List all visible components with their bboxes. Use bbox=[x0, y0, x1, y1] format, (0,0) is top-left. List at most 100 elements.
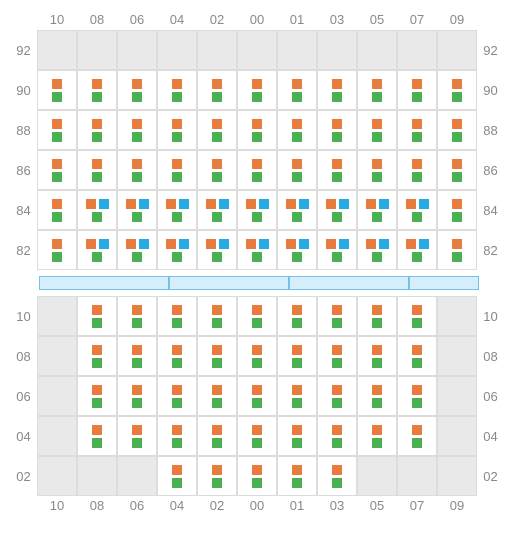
orange-marker bbox=[132, 345, 142, 355]
green-marker bbox=[52, 212, 62, 222]
grid-cell bbox=[117, 30, 157, 70]
grid-cell bbox=[357, 190, 397, 230]
grid-cell bbox=[437, 296, 477, 336]
grid-cell bbox=[397, 70, 437, 110]
grid-cell bbox=[197, 336, 237, 376]
orange-marker bbox=[212, 119, 222, 129]
orange-marker bbox=[332, 345, 342, 355]
green-marker bbox=[212, 172, 222, 182]
orange-marker bbox=[126, 239, 136, 249]
green-marker bbox=[132, 358, 142, 368]
green-marker bbox=[372, 212, 382, 222]
orange-marker bbox=[132, 305, 142, 315]
orange-marker bbox=[252, 79, 262, 89]
grid-cell bbox=[117, 190, 157, 230]
orange-marker bbox=[52, 119, 62, 129]
green-marker bbox=[332, 438, 342, 448]
blue-marker bbox=[379, 199, 389, 209]
grid-cell bbox=[117, 376, 157, 416]
orange-marker bbox=[86, 199, 96, 209]
grid-cell bbox=[317, 190, 357, 230]
grid-cell bbox=[37, 296, 77, 336]
green-marker bbox=[452, 252, 462, 262]
orange-marker bbox=[326, 239, 336, 249]
green-marker bbox=[252, 398, 262, 408]
grid-cell bbox=[437, 416, 477, 456]
orange-marker bbox=[452, 199, 462, 209]
green-marker bbox=[372, 132, 382, 142]
column-label: 03 bbox=[317, 496, 357, 516]
column-label: 01 bbox=[277, 496, 317, 516]
green-marker bbox=[212, 478, 222, 488]
row-label: 02 bbox=[477, 456, 504, 496]
grid-cell bbox=[237, 30, 277, 70]
grid-cell bbox=[197, 376, 237, 416]
grid-cell bbox=[317, 456, 357, 496]
green-marker bbox=[172, 438, 182, 448]
orange-marker bbox=[332, 385, 342, 395]
blue-marker bbox=[339, 199, 349, 209]
grid-cell bbox=[277, 230, 317, 270]
orange-marker bbox=[412, 425, 422, 435]
blue-marker bbox=[299, 199, 309, 209]
grid-cell bbox=[157, 456, 197, 496]
row-label: 84 bbox=[10, 190, 37, 230]
grid-cell bbox=[277, 296, 317, 336]
grid-cell bbox=[117, 416, 157, 456]
column-label: 05 bbox=[357, 496, 397, 516]
grid-cell bbox=[77, 110, 117, 150]
green-marker bbox=[372, 398, 382, 408]
grid-cell bbox=[117, 230, 157, 270]
row-label: 84 bbox=[477, 190, 504, 230]
orange-marker bbox=[92, 425, 102, 435]
grid-cell bbox=[437, 70, 477, 110]
row-label: 92 bbox=[10, 30, 37, 70]
grid-cell bbox=[437, 336, 477, 376]
grid-cell bbox=[197, 456, 237, 496]
green-marker bbox=[92, 132, 102, 142]
orange-marker bbox=[166, 239, 176, 249]
green-marker bbox=[412, 438, 422, 448]
green-marker bbox=[92, 212, 102, 222]
grid-cell bbox=[357, 30, 397, 70]
grid-cell bbox=[237, 230, 277, 270]
row-label: 08 bbox=[10, 336, 37, 376]
row-label: 86 bbox=[477, 150, 504, 190]
grid-cell bbox=[157, 190, 197, 230]
orange-marker bbox=[252, 425, 262, 435]
grid-cell bbox=[37, 336, 77, 376]
grid-cell bbox=[117, 296, 157, 336]
orange-marker bbox=[452, 119, 462, 129]
orange-marker bbox=[92, 79, 102, 89]
green-marker bbox=[212, 92, 222, 102]
grid-cell bbox=[237, 110, 277, 150]
row-label: 90 bbox=[10, 70, 37, 110]
grid-cell bbox=[437, 30, 477, 70]
orange-marker bbox=[132, 159, 142, 169]
grid-cell bbox=[277, 150, 317, 190]
orange-marker bbox=[52, 199, 62, 209]
green-marker bbox=[172, 252, 182, 262]
column-label: 00 bbox=[237, 10, 277, 30]
orange-marker bbox=[172, 159, 182, 169]
grid-cell bbox=[157, 30, 197, 70]
grid-cell bbox=[397, 336, 437, 376]
orange-marker bbox=[206, 239, 216, 249]
green-marker bbox=[252, 438, 262, 448]
orange-marker bbox=[372, 425, 382, 435]
blue-marker bbox=[419, 199, 429, 209]
green-marker bbox=[52, 92, 62, 102]
green-marker bbox=[292, 438, 302, 448]
blue-marker bbox=[259, 199, 269, 209]
orange-marker bbox=[292, 345, 302, 355]
column-label: 10 bbox=[37, 496, 77, 516]
orange-marker bbox=[132, 119, 142, 129]
orange-marker bbox=[92, 345, 102, 355]
row-label: 06 bbox=[477, 376, 504, 416]
orange-marker bbox=[212, 385, 222, 395]
green-marker bbox=[412, 398, 422, 408]
grid-cell bbox=[317, 416, 357, 456]
grid-cell bbox=[397, 230, 437, 270]
green-marker bbox=[372, 172, 382, 182]
grid-cell bbox=[197, 110, 237, 150]
